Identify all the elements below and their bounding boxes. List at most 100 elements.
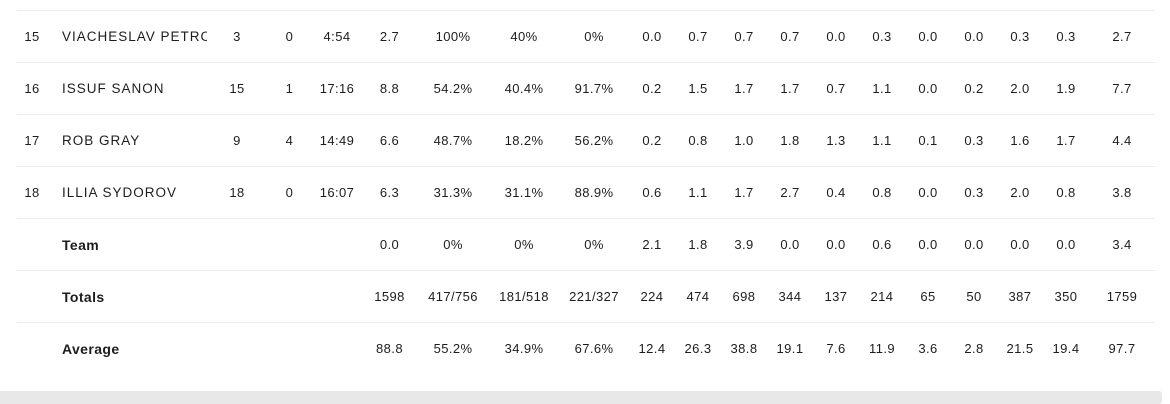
table-row: Totals 1598 417/756 181/518 221/327 224 … — [17, 270, 1155, 323]
stat-cell: 40% — [510, 29, 538, 44]
stat-cell — [207, 271, 267, 323]
player-name-cell[interactable]: VIACHESLAV PETROV — [62, 29, 207, 44]
stat-cell: 0.2 — [964, 81, 984, 96]
stat-cell: 0.7 — [826, 81, 846, 96]
player-number-cell — [17, 323, 47, 375]
stat-cell: 2.0 — [1010, 185, 1030, 200]
stat-cell: 26.3 — [684, 341, 712, 357]
stat-cell: 2.1 — [642, 237, 662, 252]
stat-cell: 474 — [686, 289, 710, 304]
stat-cell: 50 — [966, 289, 982, 304]
stat-cell: 2.7 — [780, 185, 800, 200]
stat-cell: 11.9 — [869, 341, 895, 357]
stat-cell: 1.1 — [688, 185, 708, 200]
stat-cell: 1759 — [1106, 289, 1138, 304]
stat-cell: 31.1% — [504, 185, 544, 200]
table-row: 17 ROB GRAY 9 4 14:49 6.6 48.7% 18.2% 56… — [17, 114, 1155, 167]
stat-cell: 0.8 — [872, 185, 892, 200]
stats-table-container: 15 VIACHESLAV PETROV 3 0 4:54 2.7 100% 4… — [17, 10, 1155, 375]
stat-cell: 18.2% — [504, 133, 544, 148]
stat-cell: 1.1 — [872, 81, 892, 96]
stat-cell: 0% — [514, 237, 534, 252]
player-name-cell[interactable]: ISSUF SANON — [62, 81, 165, 96]
stat-cell — [267, 271, 312, 323]
stat-cell: 1.9 — [1056, 81, 1076, 96]
player-number-cell: 15 — [24, 29, 40, 44]
stat-cell — [267, 219, 312, 271]
stat-cell: 1.7 — [734, 81, 754, 96]
stat-cell: 0.0 — [642, 29, 662, 44]
stat-cell: 344 — [778, 289, 802, 304]
stat-cell: 0.3 — [1056, 29, 1076, 44]
stat-cell: 0.0 — [918, 185, 938, 200]
stat-cell: 67.6% — [574, 341, 614, 357]
stat-cell: 0.0 — [964, 237, 984, 252]
stat-cell: 214 — [870, 289, 894, 304]
stat-cell: 55.2% — [433, 341, 473, 357]
stat-cell: 2.7 — [379, 29, 400, 44]
table-row: 16 ISSUF SANON 15 1 17:16 8.8 54.2% 40.4… — [17, 62, 1155, 115]
stat-cell: 0 — [285, 185, 294, 200]
stat-cell: 38.8 — [730, 341, 758, 357]
stat-cell: 1.0 — [734, 133, 754, 148]
stat-cell: 4.4 — [1112, 133, 1132, 148]
stat-cell: 1.7 — [734, 185, 754, 200]
stat-cell: 88.9% — [574, 185, 614, 200]
stat-cell: 0.8 — [1056, 185, 1076, 200]
stat-cell: 0.0 — [826, 29, 846, 44]
stat-cell: 0.7 — [780, 29, 800, 44]
stats-table: 15 VIACHESLAV PETROV 3 0 4:54 2.7 100% 4… — [17, 10, 1155, 375]
stat-cell: 0.0 — [918, 237, 938, 252]
stat-cell: 100% — [435, 29, 471, 44]
stat-cell: 9 — [233, 133, 241, 148]
stat-cell — [312, 323, 362, 375]
stat-cell: 1.3 — [826, 133, 846, 148]
stat-cell: 3.4 — [1112, 237, 1132, 252]
stat-cell: 0.4 — [826, 185, 846, 200]
player-number-cell — [17, 219, 47, 271]
stat-cell: 0% — [584, 237, 604, 252]
stat-cell: 3 — [233, 29, 241, 44]
stat-cell: 0.3 — [1010, 29, 1030, 44]
player-name-cell[interactable]: ILLIA SYDOROV — [62, 185, 178, 200]
table-row: Average 88.8 55.2% 34.9% 67.6% 12.4 26.3… — [17, 322, 1155, 375]
stat-cell: 1.7 — [780, 81, 800, 96]
stat-cell: 137 — [824, 289, 848, 304]
stat-cell: 0.6 — [872, 237, 892, 252]
stat-cell: 0.0 — [964, 29, 984, 44]
stat-cell: 8.8 — [379, 81, 400, 96]
stat-cell: 0% — [443, 237, 463, 252]
stat-cell: 0 — [285, 29, 294, 44]
player-number-cell: 17 — [24, 133, 40, 148]
stat-cell: 0.8 — [688, 133, 708, 148]
stat-cell — [312, 219, 362, 271]
stat-cell: 1.7 — [1056, 133, 1076, 148]
stat-cell: 56.2% — [574, 133, 614, 148]
stat-cell: 17:16 — [319, 81, 355, 96]
stat-cell: 3.8 — [1112, 185, 1132, 200]
player-number-cell: 16 — [24, 81, 40, 96]
stat-cell: 0.2 — [642, 81, 662, 96]
summary-label-cell: Totals — [62, 288, 105, 305]
stat-cell: 387 — [1008, 289, 1032, 304]
stat-cell: 4:54 — [323, 29, 351, 44]
stat-cell: 3.6 — [918, 341, 938, 357]
player-name-cell[interactable]: ROB GRAY — [62, 133, 141, 148]
stat-cell: 0.0 — [780, 237, 800, 252]
stat-cell: 181/518 — [499, 289, 549, 304]
stat-cell: 1.6 — [1010, 133, 1030, 148]
stat-cell: 224 — [640, 289, 664, 304]
stat-cell: 0% — [584, 29, 604, 44]
stat-cell: 1 — [285, 81, 294, 96]
stat-cell: 6.3 — [379, 185, 400, 200]
stat-cell: 16:07 — [319, 185, 355, 200]
stat-cell: 0.0 — [826, 237, 846, 252]
stat-cell: 88.8 — [376, 341, 403, 357]
stat-cell: 1.8 — [688, 237, 708, 252]
player-number-cell — [17, 271, 47, 323]
stat-cell: 15 — [229, 81, 245, 96]
horizontal-scrollbar[interactable] — [0, 391, 1162, 404]
stat-cell: 6.6 — [379, 133, 400, 148]
stat-cell: 2.7 — [1112, 29, 1132, 44]
